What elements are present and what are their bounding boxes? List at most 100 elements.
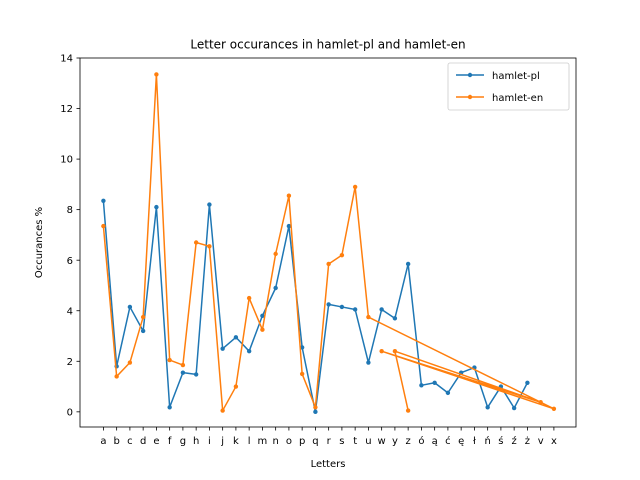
point-hamlet-pl-a [101, 198, 106, 203]
x-tick-label: y [392, 436, 398, 447]
legend-marker-hamlet-en [467, 94, 473, 100]
x-tick-label: l [248, 436, 251, 447]
x-tick-label: u [365, 436, 371, 447]
point-hamlet-pl-p [299, 345, 305, 350]
y-tick-label: 4 [67, 306, 73, 317]
x-tick-label: ź [512, 435, 517, 447]
point-hamlet-en-y [392, 348, 398, 354]
legend-marker-hamlet-pl [467, 72, 473, 78]
x-tick-label: w [378, 436, 386, 447]
point-hamlet-en-t [352, 184, 358, 190]
x-tick-label: k [233, 436, 239, 447]
point-hamlet-en-k [233, 384, 239, 389]
x-tick-label: d [140, 436, 146, 447]
x-tick-label: p [299, 436, 305, 447]
x-tick-label: t [353, 436, 357, 447]
point-hamlet-pl-r [326, 302, 331, 307]
point-hamlet-pl-c5bc [525, 380, 530, 385]
x-tick-label: z [406, 436, 411, 447]
y-tick-label: 0 [67, 407, 73, 418]
point-hamlet-en-g [180, 362, 186, 368]
legend: hamlet-pl hamlet-en [447, 62, 570, 111]
point-hamlet-pl-s [339, 304, 345, 310]
point-hamlet-pl-c [127, 304, 133, 310]
point-hamlet-pl-t [352, 307, 358, 312]
x-tick-label: h [193, 436, 199, 447]
point-hamlet-en-a [101, 223, 106, 229]
x-tick-label: ł [473, 436, 476, 447]
point-hamlet-en-h [193, 240, 199, 245]
x-tick-label: v [538, 436, 544, 447]
y-tick-label: 8 [67, 205, 73, 216]
point-hamlet-pl-c584 [485, 405, 490, 410]
point-hamlet-en-o [286, 193, 292, 198]
x-tick-label: b [113, 436, 119, 447]
point-hamlet-en-w [379, 348, 384, 354]
x-tick-label: f [168, 436, 172, 447]
point-hamlet-pl-k [233, 335, 239, 340]
point-hamlet-pl-y [392, 316, 398, 321]
x-axis-title: Letters [311, 459, 346, 470]
point-hamlet-en-v [538, 400, 543, 405]
legend-label-hamlet-en: hamlet-en [492, 93, 543, 104]
point-hamlet-en-e [154, 72, 159, 77]
point-hamlet-pl-j [220, 346, 225, 351]
y-tick-label: 12 [60, 104, 73, 115]
point-hamlet-en-f [167, 357, 172, 363]
x-tick-label: g [180, 436, 186, 447]
plot-area: a b c d e f g h i j k l m n o p q r s t u w y z ó ą ć ę ł ń ś ź ż v x 0 2 4 6 8… [60, 54, 557, 447]
x-tick-label: r [327, 436, 332, 447]
point-hamlet-pl-g [180, 370, 186, 375]
x-tick-label: n [272, 436, 278, 447]
point-hamlet-en-u [366, 314, 371, 320]
x-tick-label: ó [418, 435, 424, 447]
point-hamlet-en-s [339, 252, 345, 258]
y-tick-label: 2 [67, 357, 73, 368]
point-hamlet-en-q [313, 405, 318, 410]
point-hamlet-pl-z [405, 261, 411, 267]
y-tick-label: 10 [60, 155, 73, 166]
point-hamlet-pl-i [207, 202, 212, 207]
point-hamlet-en-l [246, 295, 252, 301]
x-tick-label: a [100, 436, 106, 447]
x-tick-label: i [208, 436, 211, 447]
point-hamlet-en-r [326, 261, 331, 267]
point-hamlet-pl-l [246, 348, 252, 354]
x-tick-label: c [127, 436, 133, 447]
x-tick-label: ć [445, 435, 451, 447]
point-hamlet-pl-m [260, 313, 265, 318]
point-hamlet-en-p [299, 371, 305, 377]
point-hamlet-pl-w [379, 307, 384, 312]
chart-title: Letter occurances in hamlet-pl and hamle… [190, 38, 465, 52]
point-hamlet-en-j [220, 408, 225, 413]
x-tick-label: x [551, 436, 557, 447]
point-hamlet-en-n [273, 251, 278, 257]
axes-frame [79, 57, 577, 428]
point-hamlet-pl-e [154, 204, 159, 210]
point-hamlet-pl-c485 [432, 380, 437, 385]
y-tick-label: 6 [67, 256, 73, 267]
point-hamlet-pl-h [193, 372, 199, 377]
point-hamlet-en-z [405, 408, 411, 413]
point-hamlet-en-x [551, 406, 557, 411]
point-hamlet-en-i [207, 244, 212, 249]
point-hamlet-pl-c3b3 [419, 383, 424, 388]
point-hamlet-pl-f [167, 405, 172, 410]
point-hamlet-pl-c487 [445, 390, 451, 396]
x-tick-label: o [286, 436, 292, 447]
point-hamlet-en-c [127, 360, 133, 365]
x-tick-label: ę [458, 436, 464, 447]
x-tick-label: s [339, 436, 344, 447]
x-tick-label: e [153, 436, 159, 447]
point-hamlet-en-d [140, 314, 146, 320]
y-tick-label: 14 [60, 54, 73, 65]
point-hamlet-pl-n [273, 285, 278, 291]
x-tick-label: ż [525, 436, 530, 447]
legend-label-hamlet-pl: hamlet-pl [492, 71, 540, 82]
x-tick-label: ś [498, 435, 503, 447]
x-tick-label: j [220, 436, 224, 447]
point-hamlet-en-b [114, 374, 119, 379]
x-tick-label: q [312, 436, 318, 447]
point-hamlet-pl-u [366, 360, 371, 365]
